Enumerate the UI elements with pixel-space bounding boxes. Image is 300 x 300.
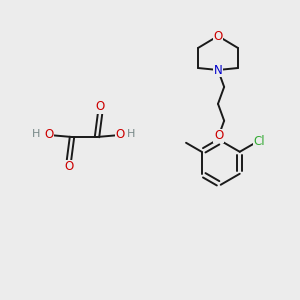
Text: O: O [214,129,223,142]
Text: O: O [213,29,223,43]
Text: Cl: Cl [254,135,265,148]
Text: H: H [127,129,135,139]
Text: H: H [32,129,40,139]
Text: O: O [44,128,54,142]
Text: N: N [214,64,222,76]
Text: O: O [95,100,105,113]
Text: O: O [64,160,74,173]
Text: O: O [116,128,124,142]
